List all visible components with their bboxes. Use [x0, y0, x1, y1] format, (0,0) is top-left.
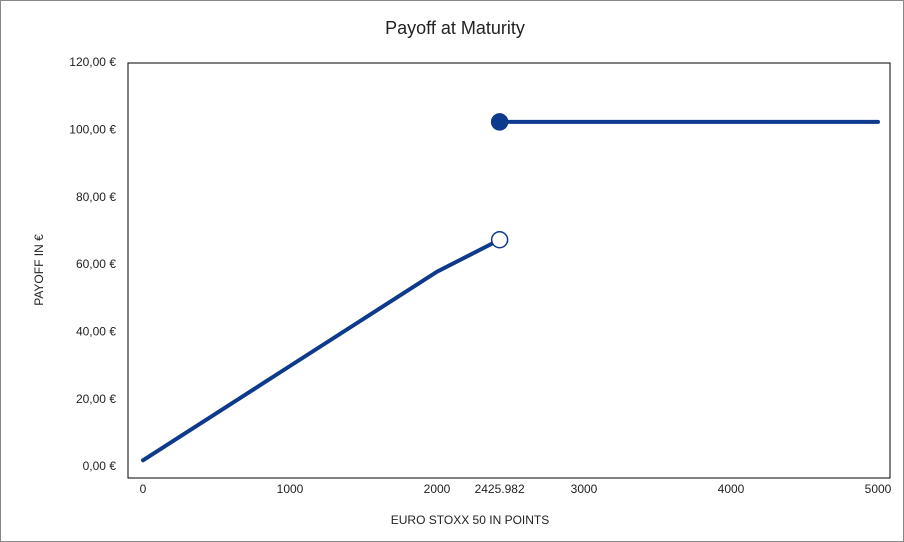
plot-frame — [127, 62, 891, 479]
y-tick-label: 100,00 € — [69, 123, 116, 137]
y-tick-label: 40,00 € — [76, 325, 116, 339]
x-tick-label: 3000 — [571, 482, 598, 496]
x-tick-label: 2000 — [424, 482, 451, 496]
x-axis-label: EURO STOXX 50 IN POINTS — [391, 513, 549, 527]
y-tick-label: 0,00 € — [83, 459, 117, 473]
y-tick-label: 80,00 € — [76, 190, 116, 204]
x-tick-label: 1000 — [277, 482, 304, 496]
x-tick-label: 0 — [140, 482, 147, 496]
x-tick-label: 4000 — [718, 482, 745, 496]
y-axis-label: PAYOFF IN € — [32, 234, 46, 306]
payoff-marker — [490, 231, 509, 249]
x-tick-label: 5000 — [865, 482, 892, 496]
y-tick-label: 120,00 € — [69, 55, 116, 69]
chart-title: Payoff at Maturity — [385, 18, 525, 38]
payoff-marker — [490, 113, 509, 131]
payoff-line — [141, 237, 502, 463]
x-tick-label: 2425.982 — [475, 482, 525, 496]
y-tick-label: 60,00 € — [76, 257, 116, 271]
y-tick-label: 20,00 € — [76, 392, 116, 406]
